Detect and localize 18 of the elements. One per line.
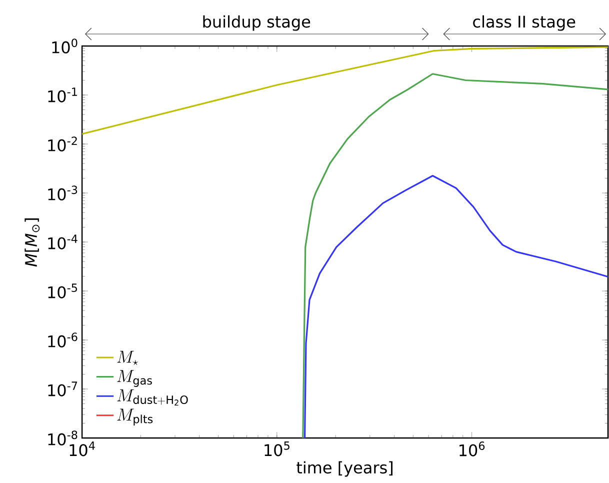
y-axis-title: M[M$_{⊙}$] [24,218,40,267]
legend-label: $M_{\mathrm{dust+H_2O}}$ [117,389,188,406]
y-tick-label: 10$^{0}$ [52,38,78,54]
x-axis-title: time [years] [296,461,392,477]
x-tick-label: 10$^{6}$ [460,442,485,456]
x-tick-label: 10$^{5}$ [264,442,290,456]
y-tick-label: 10$^{-5}$ [48,284,78,298]
y-tick-label: 10$^{-6}$ [48,332,78,348]
y-tick-label: 10$^{-4}$ [48,234,78,250]
legend-label: $M_{\mathrm{plts}}$ [117,408,153,426]
y-tick-label: 10$^{-7}$ [48,382,78,396]
y-tick-label: 10$^{-1}$ [48,88,77,102]
text: class II stage [473,15,576,31]
y-tick-label: 10$^{-3}$ [48,186,78,200]
legend-label: $M_\star$ [117,350,138,366]
text: buildup stage [203,15,310,31]
legend-label: $M_{\mathrm{gas}}$ [117,370,152,387]
y-tick-label: 10$^{-2}$ [48,136,77,152]
